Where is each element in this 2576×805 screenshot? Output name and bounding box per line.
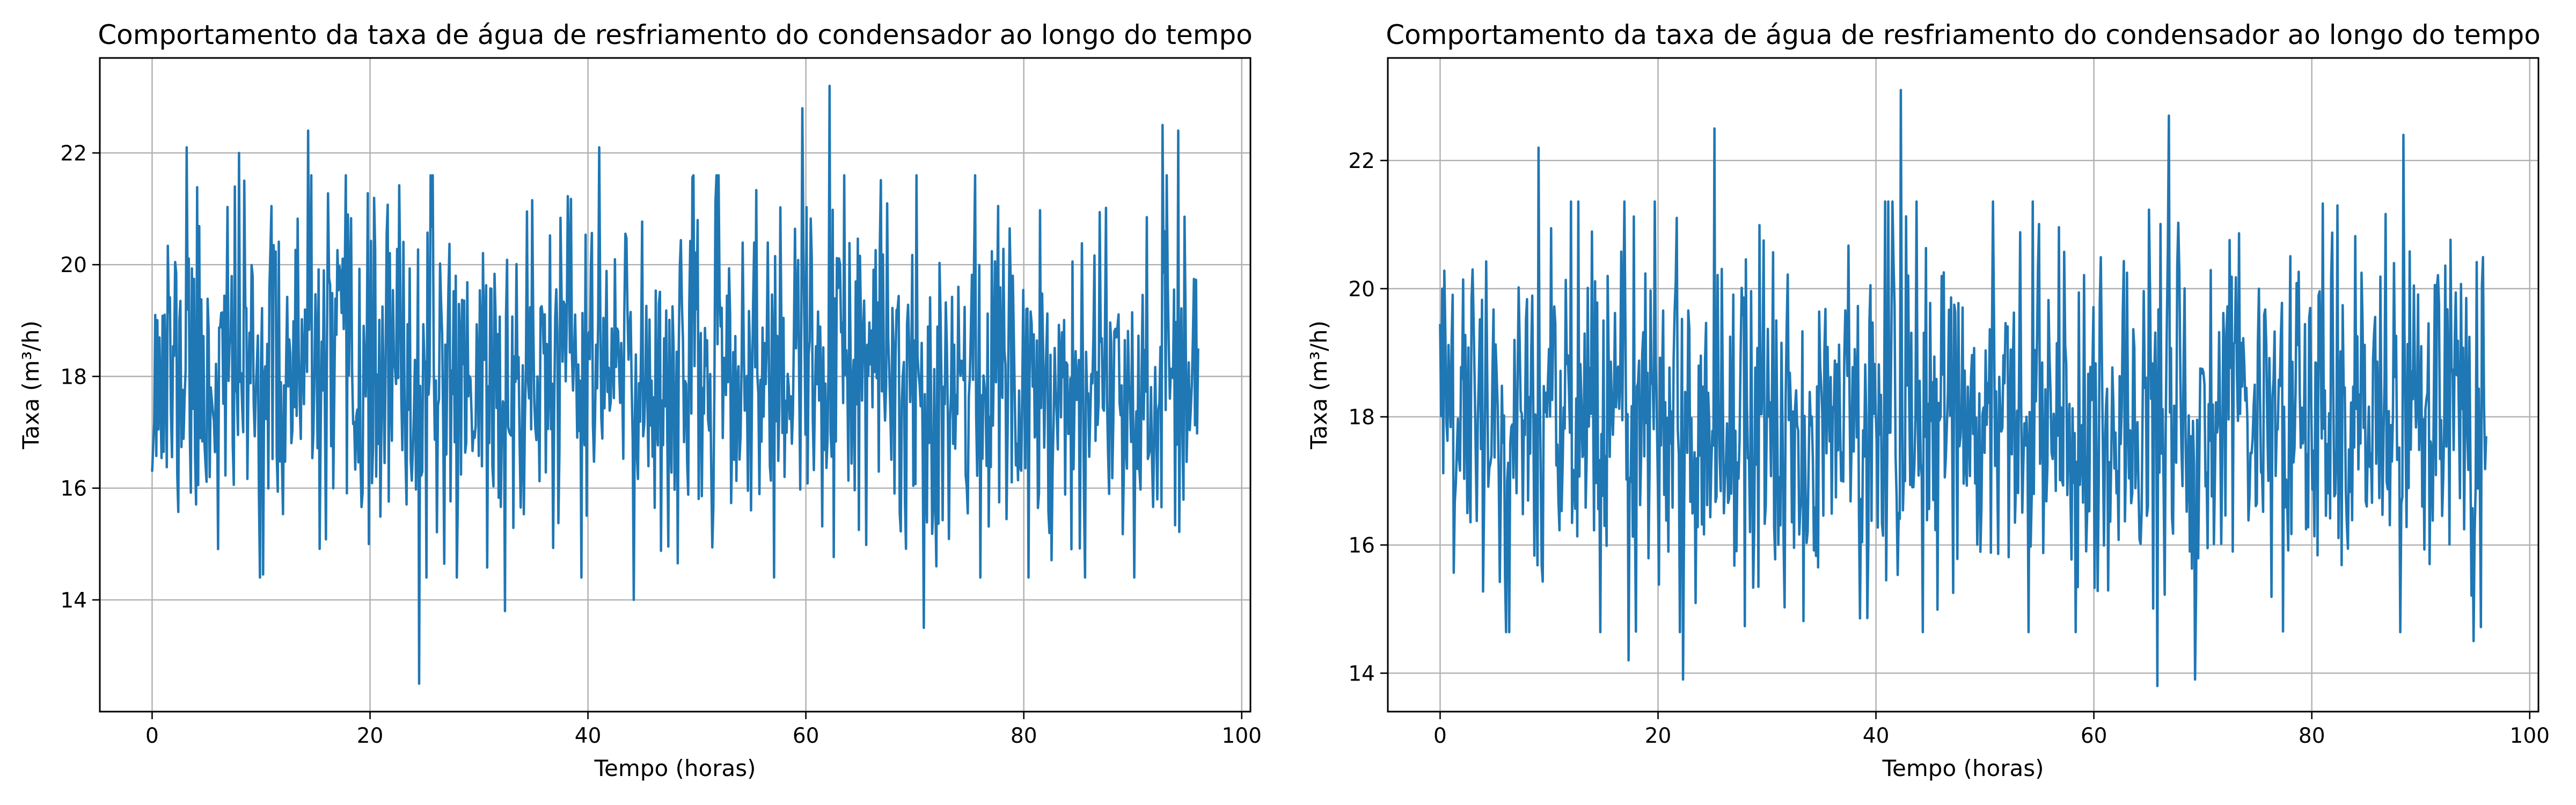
y-tick-label: 18 xyxy=(60,365,87,389)
x-tick-label: 100 xyxy=(1222,724,1262,748)
chart-right-y-axis: 14 16 18 20 22 xyxy=(1348,149,1388,686)
x-tick-label: 60 xyxy=(2081,724,2107,748)
x-tick-label: 20 xyxy=(357,724,384,748)
x-tick-label: 100 xyxy=(2510,724,2550,748)
series-line xyxy=(1439,89,2487,687)
chart-left-y-axis: 14 16 18 20 22 xyxy=(60,142,100,613)
x-tick-label: 80 xyxy=(1011,724,1037,748)
y-tick-label: 20 xyxy=(60,253,87,277)
chart-right-x-axis-label: Tempo (horas) xyxy=(1882,755,2044,781)
y-tick-label: 14 xyxy=(60,589,87,613)
y-tick-label: 18 xyxy=(1348,406,1375,430)
y-tick-label: 22 xyxy=(1348,149,1375,173)
chart-right-y-axis-label: Taxa (m³/h) xyxy=(1306,320,1332,450)
chart-right-x-axis: 0 20 40 60 80 100 xyxy=(1433,712,2550,748)
chart-left-x-axis-label: Tempo (horas) xyxy=(594,755,756,781)
chart-right-title: Comportamento da taxa de água de resfria… xyxy=(1386,19,2541,50)
x-tick-label: 40 xyxy=(1863,724,1890,748)
y-tick-label: 14 xyxy=(1348,662,1375,686)
x-tick-label: 40 xyxy=(575,724,602,748)
x-tick-label: 0 xyxy=(1433,724,1447,748)
y-tick-label: 16 xyxy=(1348,534,1375,558)
x-tick-label: 0 xyxy=(145,724,159,748)
chart-right-plot-area xyxy=(1439,89,2487,687)
y-tick-label: 22 xyxy=(60,142,87,166)
chart-left-y-axis-label: Taxa (m³/h) xyxy=(18,320,44,450)
chart-right-axes-frame xyxy=(1387,57,2540,713)
chart-left-axes-frame xyxy=(99,57,1252,713)
chart-left-title: Comportamento da taxa de água de resfria… xyxy=(98,19,1253,50)
series-line xyxy=(151,84,1199,685)
chart-right: 0 20 40 60 80 100 14 16 18 20 22 Comportamento da… xyxy=(1306,19,2550,781)
chart-left: 0 20 40 60 80 100 14 16 18 20 22 Comportamento da… xyxy=(18,19,1262,781)
chart-left-x-axis: 0 20 40 60 80 100 xyxy=(145,712,1262,748)
chart-left-plot-area xyxy=(151,84,1199,685)
y-tick-label: 16 xyxy=(60,477,87,501)
x-tick-label: 80 xyxy=(2299,724,2325,748)
x-tick-label: 20 xyxy=(1645,724,1672,748)
x-tick-label: 60 xyxy=(793,724,819,748)
y-tick-label: 20 xyxy=(1348,277,1375,302)
